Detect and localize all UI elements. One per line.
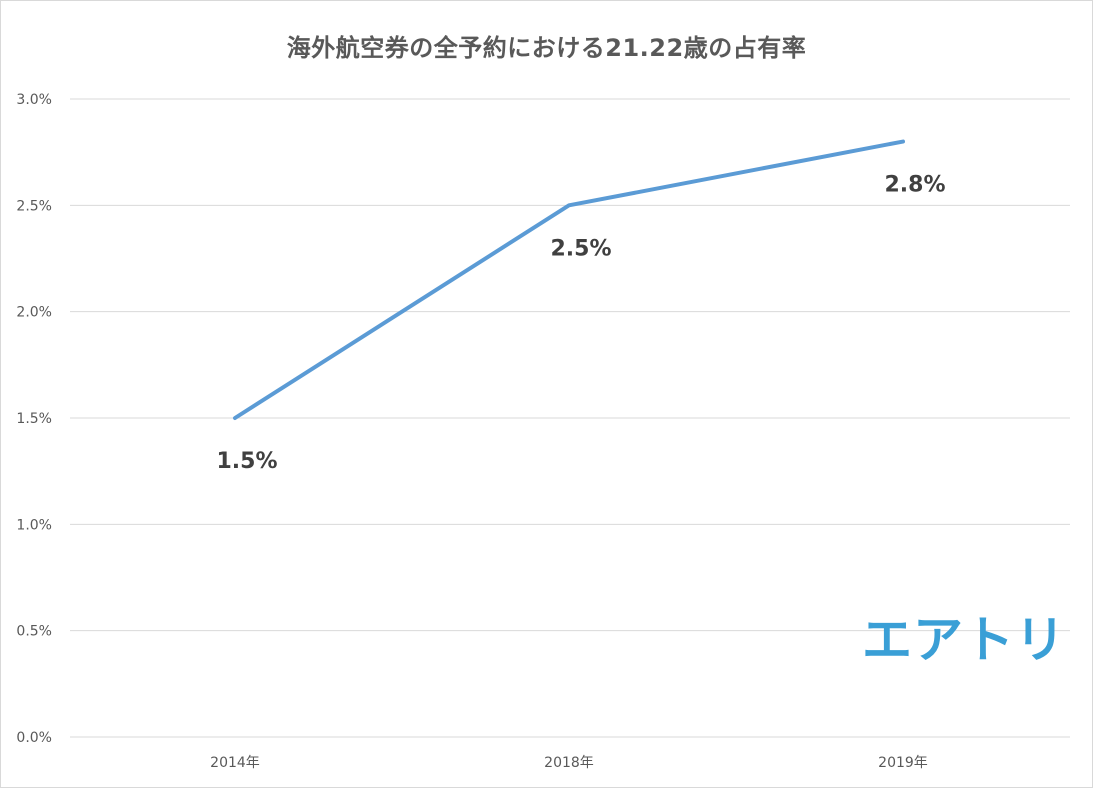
series-line <box>233 139 905 420</box>
y-tick-label: 0.0% <box>16 730 52 746</box>
data-label: 1.5% <box>216 449 277 474</box>
y-tick-label: 1.5% <box>16 411 52 427</box>
y-tick-label: 3.0% <box>16 92 52 108</box>
y-tick-label: 1.0% <box>16 517 52 533</box>
x-tick-label: 2014年 <box>210 755 260 771</box>
x-tick-label: 2018年 <box>544 755 594 771</box>
y-tick-label: 0.5% <box>16 624 52 640</box>
airtrip-logo: エアトリ <box>862 611 1066 669</box>
y-tick-label: 2.5% <box>16 198 52 214</box>
y-axis-ticks: 0.0% 0.5% 1.0% 1.5% 2.0% 2.5% 3.0% <box>16 92 52 746</box>
x-axis-ticks: 2014年 2018年 2019年 <box>210 755 928 771</box>
data-label: 2.5% <box>550 236 611 261</box>
data-label: 2.8% <box>884 173 945 198</box>
y-tick-label: 2.0% <box>16 305 52 321</box>
data-labels: 1.5% 2.5% 2.8% <box>216 173 945 474</box>
x-tick-label: 2019年 <box>878 755 928 771</box>
chart-title: 海外航空券の全予約における21.22歳の占有率 <box>286 34 807 62</box>
series-group <box>233 139 905 420</box>
